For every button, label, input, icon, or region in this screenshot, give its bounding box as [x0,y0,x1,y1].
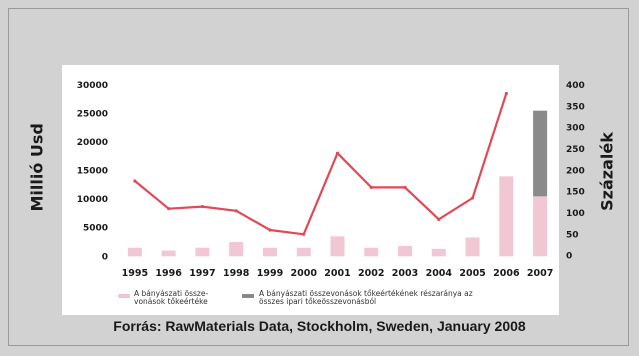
line-point [167,207,171,211]
chart-frame [8,8,629,346]
line-point [437,217,441,221]
right-tick-label: 50 [566,230,579,240]
x-tick-label: 2002 [358,268,384,279]
x-tick-label: 2006 [493,268,520,279]
left-axis-title: Millió Usd [27,123,47,212]
bar-capital-value [330,236,345,257]
bar-capital-value [127,247,142,257]
bar-capital-value [533,196,548,257]
line-share-percent [134,93,508,236]
right-tick-label: 150 [566,188,585,198]
line-point [268,228,272,232]
x-tick-label: 2004 [426,268,453,279]
line-point [234,209,238,213]
bar-capital-value [398,246,413,257]
right-tick-label: 200 [566,166,585,176]
x-tick-label: 2001 [324,268,350,279]
right-tick-label: 300 [566,124,585,134]
right-tick-label: 400 [566,81,585,91]
left-tick-label: 15000 [77,167,108,177]
bar-capital-value [364,247,379,257]
right-tick-label: 250 [566,145,585,155]
x-tick-label: 1998 [223,268,250,279]
legend-swatch-bars [118,294,130,298]
bar-capital-value [161,250,176,257]
bar-capital-value [465,237,480,257]
line-point [403,185,407,189]
right-tick-label: 100 [566,209,585,219]
bar-capital-value [431,248,446,257]
x-tick-label: 1996 [155,268,182,279]
legend-swatch-share [242,294,254,298]
x-tick-label: 2003 [392,268,418,279]
x-tick-label: 2005 [459,268,485,279]
left-tick-label: 0 [102,252,108,262]
bar-capital-value [262,247,277,257]
legend-label-bars: A bányászati össze- vonások tőkeértéke [134,289,209,306]
line-point [302,232,306,236]
x-tick-label: 1995 [122,268,148,279]
legend-label-share: A bányászati összevonások tőkeértékének … [259,289,473,306]
left-tick-label: 20000 [77,138,108,148]
line-point [133,179,137,183]
left-tick-label: 25000 [77,110,108,120]
source-note: Forrás: RawMaterials Data, Stockholm, Sw… [113,318,526,334]
x-tick-label: 1997 [189,268,215,279]
x-tick-label: 1999 [257,268,283,279]
line-point [470,196,475,200]
bar-capital-value [499,176,514,257]
right-axis-title: Százalék [597,132,617,211]
left-tick-label: 30000 [77,81,108,91]
left-tick-label: 10000 [77,195,108,205]
right-tick-label: 350 [566,102,585,112]
line-point [369,185,373,189]
bar-share-segment [533,110,548,197]
line-point [200,204,205,209]
bar-capital-value [229,242,244,257]
bar-capital-value [195,247,210,257]
left-tick-label: 5000 [83,224,108,234]
x-tick-label: 2007 [527,268,553,279]
right-tick-label: 0 [566,252,572,262]
line-point [335,151,340,155]
line-point [504,91,508,96]
x-tick-label: 2000 [291,268,318,279]
bar-capital-value [296,247,311,257]
